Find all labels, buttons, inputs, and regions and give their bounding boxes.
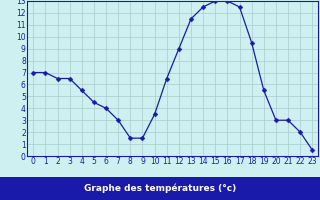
Text: Graphe des températures (°c): Graphe des températures (°c) — [84, 184, 236, 193]
